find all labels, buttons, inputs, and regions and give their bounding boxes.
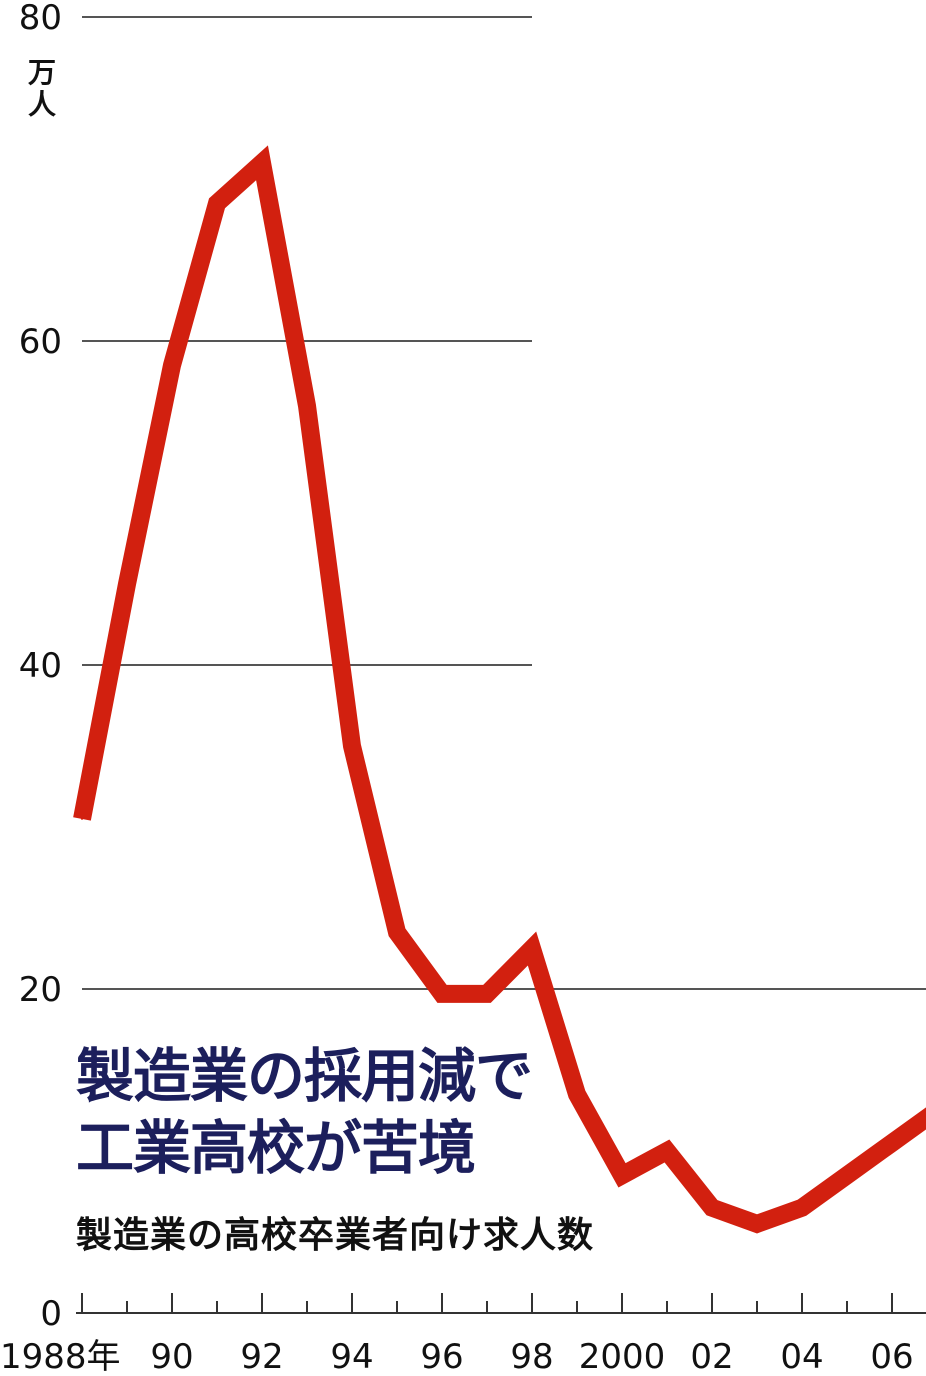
x-tick-label: 90 <box>150 1337 193 1376</box>
data-point <box>171 364 173 367</box>
x-tick-label: 96 <box>420 1337 463 1376</box>
data-point <box>756 1222 758 1225</box>
data-point <box>126 583 128 585</box>
x-tick-label: 04 <box>780 1337 823 1376</box>
y-tick-label: 80 <box>19 0 62 38</box>
headline-line-1: 製造業の採用減で <box>76 1042 533 1110</box>
data-point <box>531 947 533 950</box>
y-tick-label: 20 <box>19 970 62 1010</box>
data-point <box>441 992 443 995</box>
data-point <box>846 1174 848 1177</box>
chart-title: 製造業の高校卒業者向け求人数 <box>76 1215 595 1256</box>
data-point <box>666 1150 668 1152</box>
y-tick-label: 0 <box>40 1294 62 1334</box>
data-point <box>576 1093 578 1096</box>
x-tick-label: 02 <box>690 1337 733 1376</box>
y-axis-unit-label: 万 人 <box>28 56 66 121</box>
data-point <box>801 1206 803 1209</box>
data-point <box>261 161 263 164</box>
y-axis-tick-labels: 0 20 40 60 80 <box>19 0 62 1334</box>
data-point <box>621 1174 623 1177</box>
headline-line-2: 工業高校が苦境 <box>76 1114 476 1182</box>
x-tick-label: 92 <box>240 1337 283 1376</box>
series-line-path <box>73 145 926 1234</box>
x-tick-label: 2000 <box>579 1337 666 1376</box>
x-axis: 1988年 90 92 94 96 98 2000 02 04 06 <box>0 1293 926 1376</box>
y-tick-label: 40 <box>19 646 62 686</box>
data-point <box>891 1141 893 1144</box>
data-point <box>711 1206 713 1209</box>
headline: 製造業の採用減で 工業高校が苦境 <box>76 1040 533 1184</box>
x-tick-label: 1988年 <box>0 1337 121 1376</box>
data-point <box>486 992 488 995</box>
data-point <box>351 745 353 747</box>
data-point <box>306 404 308 407</box>
data-point <box>81 817 83 820</box>
gridlines <box>82 16 926 990</box>
y-tick-label: 60 <box>19 322 62 362</box>
x-tick-label: 94 <box>330 1337 373 1376</box>
x-tick-label: 06 <box>870 1337 913 1376</box>
data-point <box>216 202 218 205</box>
x-tick-label: 98 <box>510 1337 553 1376</box>
data-point <box>396 931 398 934</box>
series-line <box>73 145 926 1234</box>
